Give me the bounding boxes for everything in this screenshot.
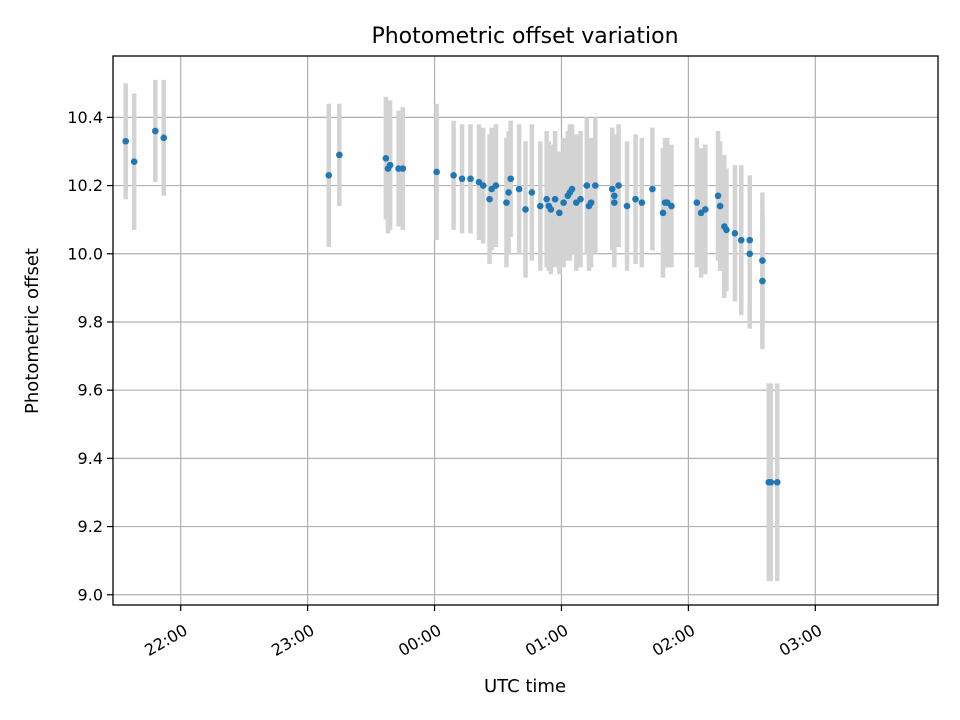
y-tick-label: 9.2: [78, 517, 103, 536]
x-tick-label: 01:00: [522, 620, 571, 660]
data-point: [325, 172, 333, 179]
data-point: [130, 158, 138, 166]
data-point: [505, 189, 512, 196]
data-point: [152, 127, 159, 135]
data-point: [702, 206, 709, 213]
y-tick-label: 10.4: [67, 108, 103, 127]
data-point: [522, 206, 529, 213]
y-tick-label: 9.8: [78, 312, 103, 331]
y-axis-label: Photometric offset: [22, 248, 43, 414]
data-point: [336, 151, 343, 159]
data-point: [767, 478, 775, 486]
data-point: [611, 199, 618, 206]
y-tick-label: 9.0: [78, 585, 103, 604]
data-point: [450, 172, 457, 179]
data-point: [668, 202, 675, 210]
x-tick-label: 22:00: [141, 620, 190, 660]
x-axis-label: UTC time: [484, 676, 566, 697]
data-point: [608, 185, 616, 193]
data-point: [433, 168, 440, 176]
data-point: [716, 202, 724, 210]
data-point: [723, 226, 730, 234]
data-point: [693, 199, 701, 206]
data-point: [714, 192, 722, 200]
data-point: [386, 161, 394, 169]
data-point: [623, 202, 631, 210]
data-point: [659, 209, 667, 217]
data-point: [551, 195, 559, 203]
x-tick-label: 03:00: [776, 620, 825, 660]
y-axis: 9.0 9.2 9.4 9.6 9.8 10.0 10.2 10.4: [67, 108, 113, 604]
x-axis: 22:00 23:00 00:00 01:00 02:00 03:00: [141, 605, 825, 660]
data-point: [467, 175, 474, 183]
data-point: [458, 175, 466, 183]
data-point: [479, 182, 487, 189]
data-point: [592, 182, 599, 189]
data-points: [122, 127, 781, 486]
data-point: [731, 230, 739, 237]
data-point: [615, 182, 622, 189]
data-point: [773, 478, 781, 486]
y-tick-label: 9.4: [78, 449, 103, 468]
data-point: [577, 195, 584, 203]
data-point: [587, 199, 595, 206]
chart-title: Photometric offset variation: [371, 24, 678, 49]
data-point: [486, 195, 493, 203]
data-point: [528, 189, 536, 196]
data-point: [507, 175, 514, 183]
data-point: [515, 185, 523, 193]
data-point: [560, 199, 567, 206]
data-point: [543, 195, 550, 203]
data-point: [160, 134, 168, 142]
data-point: [632, 195, 639, 203]
error-bars: [123, 79, 780, 582]
data-point: [611, 192, 618, 200]
data-point: [746, 250, 754, 258]
data-point: [649, 185, 656, 193]
x-tick-label: 00:00: [395, 620, 444, 660]
y-tick-label: 10.0: [67, 244, 103, 263]
data-point: [583, 182, 591, 189]
plot-frame: [112, 55, 939, 606]
data-point: [759, 257, 766, 264]
x-tick-label: 02:00: [649, 620, 698, 660]
x-tick-label: 23:00: [268, 620, 317, 660]
data-point: [537, 202, 544, 210]
data-point: [399, 165, 407, 172]
data-point: [746, 236, 754, 244]
y-tick-label: 10.2: [67, 176, 103, 195]
y-tick-label: 9.6: [78, 381, 103, 400]
data-point: [556, 209, 563, 217]
data-point: [568, 185, 576, 193]
grid: [113, 56, 938, 605]
data-point: [759, 277, 766, 285]
data-point: [503, 199, 510, 206]
data-point: [547, 206, 555, 213]
data-point: [122, 137, 129, 145]
data-point: [737, 236, 745, 244]
data-point: [638, 199, 646, 206]
data-point: [382, 154, 390, 162]
data-point: [492, 182, 500, 189]
